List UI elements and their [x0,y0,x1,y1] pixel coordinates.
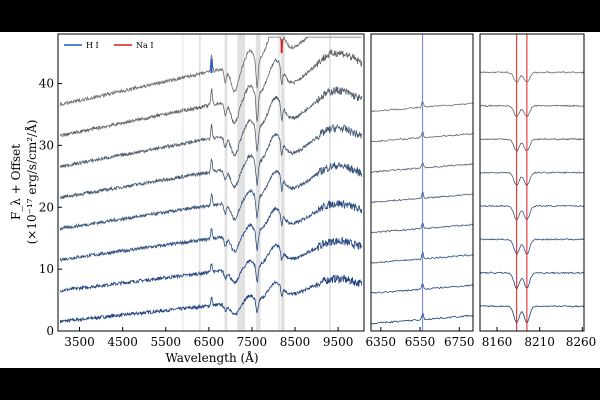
x-tick-label: 6500 [194,335,225,349]
telluric-band [224,34,228,331]
halpha-series-spectrum-2 [370,283,474,295]
x-tick-label: 7500 [237,335,268,349]
x-axis-label: Wavelength (Å) [165,350,258,365]
halpha-series-spectrum-7 [370,131,474,143]
nai-series-spectrum-8 [479,71,585,83]
x-tick-label: 9500 [323,335,354,349]
legend-label-nai: Na I [136,41,153,50]
y-tick-label: 0 [46,324,54,338]
telluric-band [329,34,331,331]
nai-series-spectrum-1 [479,305,585,325]
x-tick-label: 3500 [64,335,95,349]
x-tick-label: 5500 [150,335,181,349]
halpha-series-spectrum-1 [371,312,474,325]
nai-series-spectrum-3 [479,238,585,255]
nai-x-tick-label: 8160 [482,335,513,349]
legend: H I Na I [64,41,153,50]
nai-series-spectrum-6 [479,137,585,152]
telluric-band [182,34,184,331]
nai-series-spectrum-7 [479,104,585,117]
nai-series-spectrum-4 [479,204,585,221]
nai-series-spectrum-5 [479,171,585,187]
main-plot-area [58,34,364,331]
y-tick-label: 30 [39,138,54,152]
series-line-spectrum-6 [59,86,363,168]
series-line-spectrum-2 [59,237,363,293]
y-tick-label: 10 [39,262,54,276]
y-axis-label-line2: (×10⁻¹⁷ erg/s/cm²/Å) [24,120,39,245]
series-line-spectrum-5 [59,123,363,200]
halpha-plot-area [371,34,473,331]
halpha-frame [370,33,474,332]
telluric-band [198,34,201,331]
series-line-spectrum-4 [59,162,363,232]
x-tick-label: 4500 [107,335,138,349]
halpha-series-spectrum-4 [370,222,474,234]
nai-x-tick-label: 8210 [524,335,555,349]
y-tick-label: 40 [39,77,54,91]
nai-plot-area [480,34,584,331]
series-line-spectrum-8 [59,36,362,107]
nai-series-spectrum-2 [479,271,585,290]
halpha-series-spectrum-6 [370,162,474,174]
x-tick-label: 8500 [280,335,311,349]
telluric-band [278,34,280,331]
halpha-series-spectrum-3 [370,251,473,264]
telluric-band [255,34,261,331]
telluric-band [237,34,246,331]
halpha-x-tick-label: 6350 [366,335,397,349]
halpha-series-spectrum-8 [371,101,474,113]
main-frame [57,33,365,332]
series-line-spectrum-7 [60,49,363,138]
nai-panel: 8160 8210 8260 [479,33,597,349]
halpha-x-tick-label: 6550 [405,335,436,349]
nai-x-tick-label: 8260 [566,335,597,349]
halpha-panel: 6350 6550 6750 [366,33,475,349]
series-line-spectrum-3 [59,199,363,262]
legend-label-hi: H I [86,41,99,50]
y-tick-label: 20 [39,200,54,214]
series-line-spectrum-1 [59,274,363,324]
halpha-x-tick-label: 6750 [444,335,475,349]
main-panel: 3500 4500 5500 6500 7500 8500 9500 0 10 20 30 40 H… [9,33,365,365]
y-axis-label-line1: F_λ + Offset [9,144,23,220]
halpha-series-spectrum-5 [370,191,474,204]
nai-frame [479,33,585,332]
